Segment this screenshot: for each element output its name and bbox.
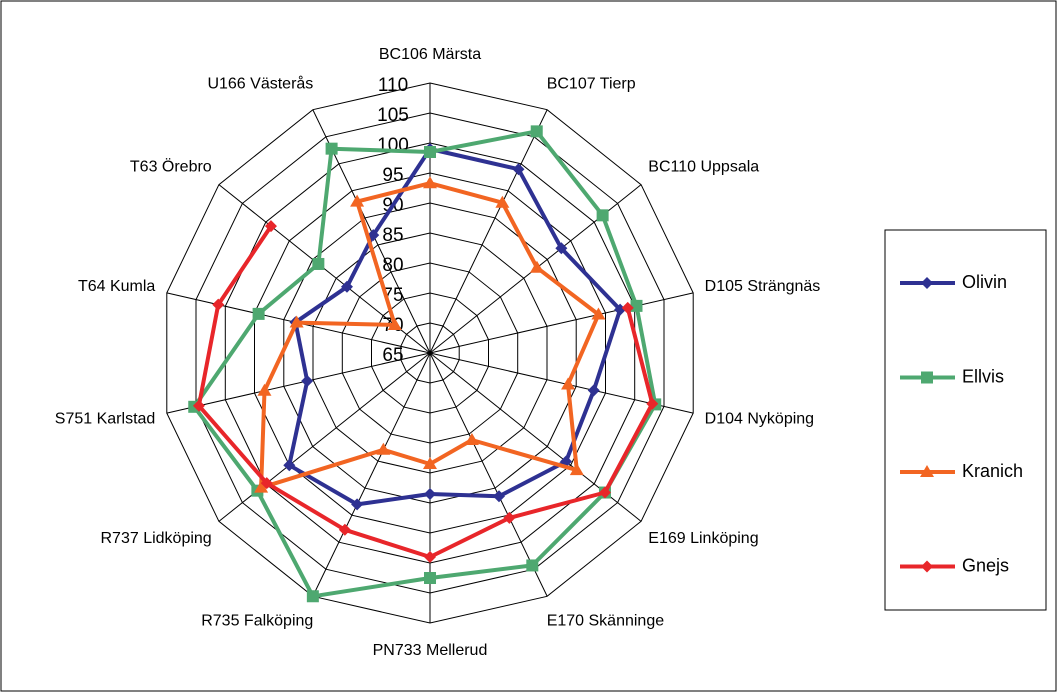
marker <box>306 590 319 603</box>
marker <box>569 463 584 476</box>
marker <box>264 220 277 233</box>
marker <box>921 371 933 384</box>
marker <box>530 125 543 138</box>
marker <box>301 375 314 388</box>
marker <box>555 242 568 255</box>
marker <box>283 459 296 472</box>
marker <box>340 280 353 293</box>
marker <box>192 399 205 412</box>
r-tick-label: 85 <box>382 225 403 246</box>
category-label: BC107 Tierp <box>547 76 636 93</box>
marker <box>512 163 525 176</box>
r-tick-label: 105 <box>377 105 409 126</box>
marker <box>529 260 544 273</box>
category-label: R735 Falköping <box>201 613 313 630</box>
marker <box>351 498 364 511</box>
spoke <box>166 352 431 414</box>
marker <box>260 477 273 490</box>
legend-label: Gnejs <box>962 555 1009 575</box>
spoke <box>312 352 431 597</box>
marker <box>212 298 225 311</box>
marker <box>492 490 505 503</box>
category-label: U166 Västerås <box>207 75 313 93</box>
marker <box>312 257 325 270</box>
marker <box>289 315 304 328</box>
r-tick-label: 110 <box>378 75 408 96</box>
marker <box>587 384 600 397</box>
marker <box>252 307 265 320</box>
r-tick-label: 80 <box>382 255 403 276</box>
marker <box>424 572 436 584</box>
marker <box>646 397 659 410</box>
spoke <box>429 352 548 597</box>
category-label: R737 Lidköping <box>101 530 212 547</box>
marker <box>387 317 402 330</box>
series-line <box>196 225 655 559</box>
marker <box>495 195 510 208</box>
marker <box>526 559 539 572</box>
category-label: BC106 Märsta <box>379 46 481 63</box>
r-tick-label: 95 <box>382 165 403 186</box>
spoke <box>429 109 548 354</box>
marker <box>257 383 272 396</box>
marker <box>325 142 338 155</box>
marker <box>630 299 643 312</box>
marker <box>350 194 365 207</box>
marker <box>596 209 609 222</box>
marker <box>423 176 437 189</box>
category-label: T63 Örebro <box>130 157 212 175</box>
category-label: T64 Kumla <box>78 278 155 295</box>
legend-label: Olivin <box>962 272 1007 292</box>
marker <box>591 307 606 320</box>
marker <box>598 486 611 499</box>
marker <box>464 433 479 446</box>
category-label: E169 Linköping <box>648 530 758 547</box>
marker <box>424 488 436 500</box>
marker <box>621 301 634 314</box>
legend-label: Kranich <box>962 461 1023 481</box>
marker <box>561 377 576 390</box>
marker <box>503 511 516 524</box>
legend-box <box>884 229 1047 611</box>
marker <box>920 465 934 477</box>
marker <box>424 146 436 158</box>
category-label: D105 Strängnäs <box>705 278 821 295</box>
category-label: S751 Karlstad <box>55 411 156 428</box>
category-label: E170 Skänninge <box>547 613 665 630</box>
spoke <box>429 292 694 354</box>
marker <box>376 442 391 455</box>
legend-label: Ellvis <box>962 366 1004 386</box>
r-tick-label: 65 <box>382 345 403 366</box>
marker <box>338 523 351 536</box>
marker <box>423 457 437 469</box>
marker <box>424 551 436 563</box>
category-label: D104 Nyköping <box>705 411 814 428</box>
marker <box>254 480 269 493</box>
marker <box>921 560 933 573</box>
category-label: BC110 Uppsala <box>648 158 759 175</box>
marker <box>921 277 933 289</box>
category-label: PN733 Mellerud <box>373 642 488 659</box>
